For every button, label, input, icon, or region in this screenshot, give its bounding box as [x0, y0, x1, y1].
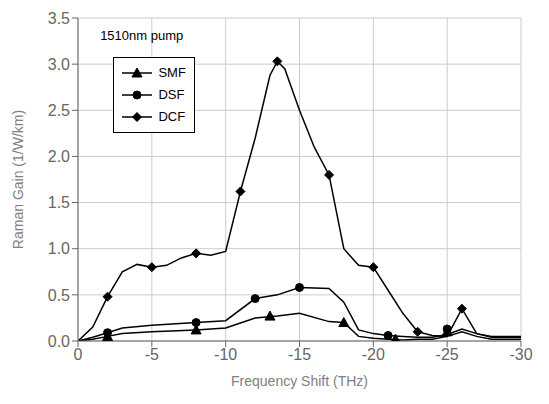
svg-text:Frequency Shift (THz): Frequency Shift (THz)	[231, 373, 368, 389]
html-text:DSF: DSF	[158, 87, 185, 103]
svg-text:0: 0	[74, 346, 83, 363]
svg-text:3.5: 3.5	[48, 10, 70, 27]
svg-text:-5: -5	[145, 346, 159, 363]
svg-text:1.5: 1.5	[48, 194, 70, 211]
svg-text:-20: -20	[362, 346, 385, 363]
svg-text:0.5: 0.5	[48, 287, 70, 304]
svg-text:0.0: 0.0	[48, 333, 70, 350]
svg-text:-10: -10	[214, 346, 237, 363]
svg-text:Raman Gain (1/W/km): Raman Gain (1/W/km)	[10, 110, 26, 249]
svg-text:-15: -15	[288, 346, 311, 363]
html-text:SMF: SMF	[158, 65, 186, 81]
svg-text:-25: -25	[436, 346, 459, 363]
svg-text:-30: -30	[509, 346, 532, 363]
svg-text:2.5: 2.5	[48, 102, 70, 119]
html-text:1510nm pump: 1510nm pump	[100, 27, 184, 43]
svg-text:3.0: 3.0	[48, 56, 70, 73]
svg-text:1.0: 1.0	[48, 240, 70, 257]
html-text:DCF: DCF	[158, 109, 186, 125]
svg-text:2.0: 2.0	[48, 148, 70, 165]
